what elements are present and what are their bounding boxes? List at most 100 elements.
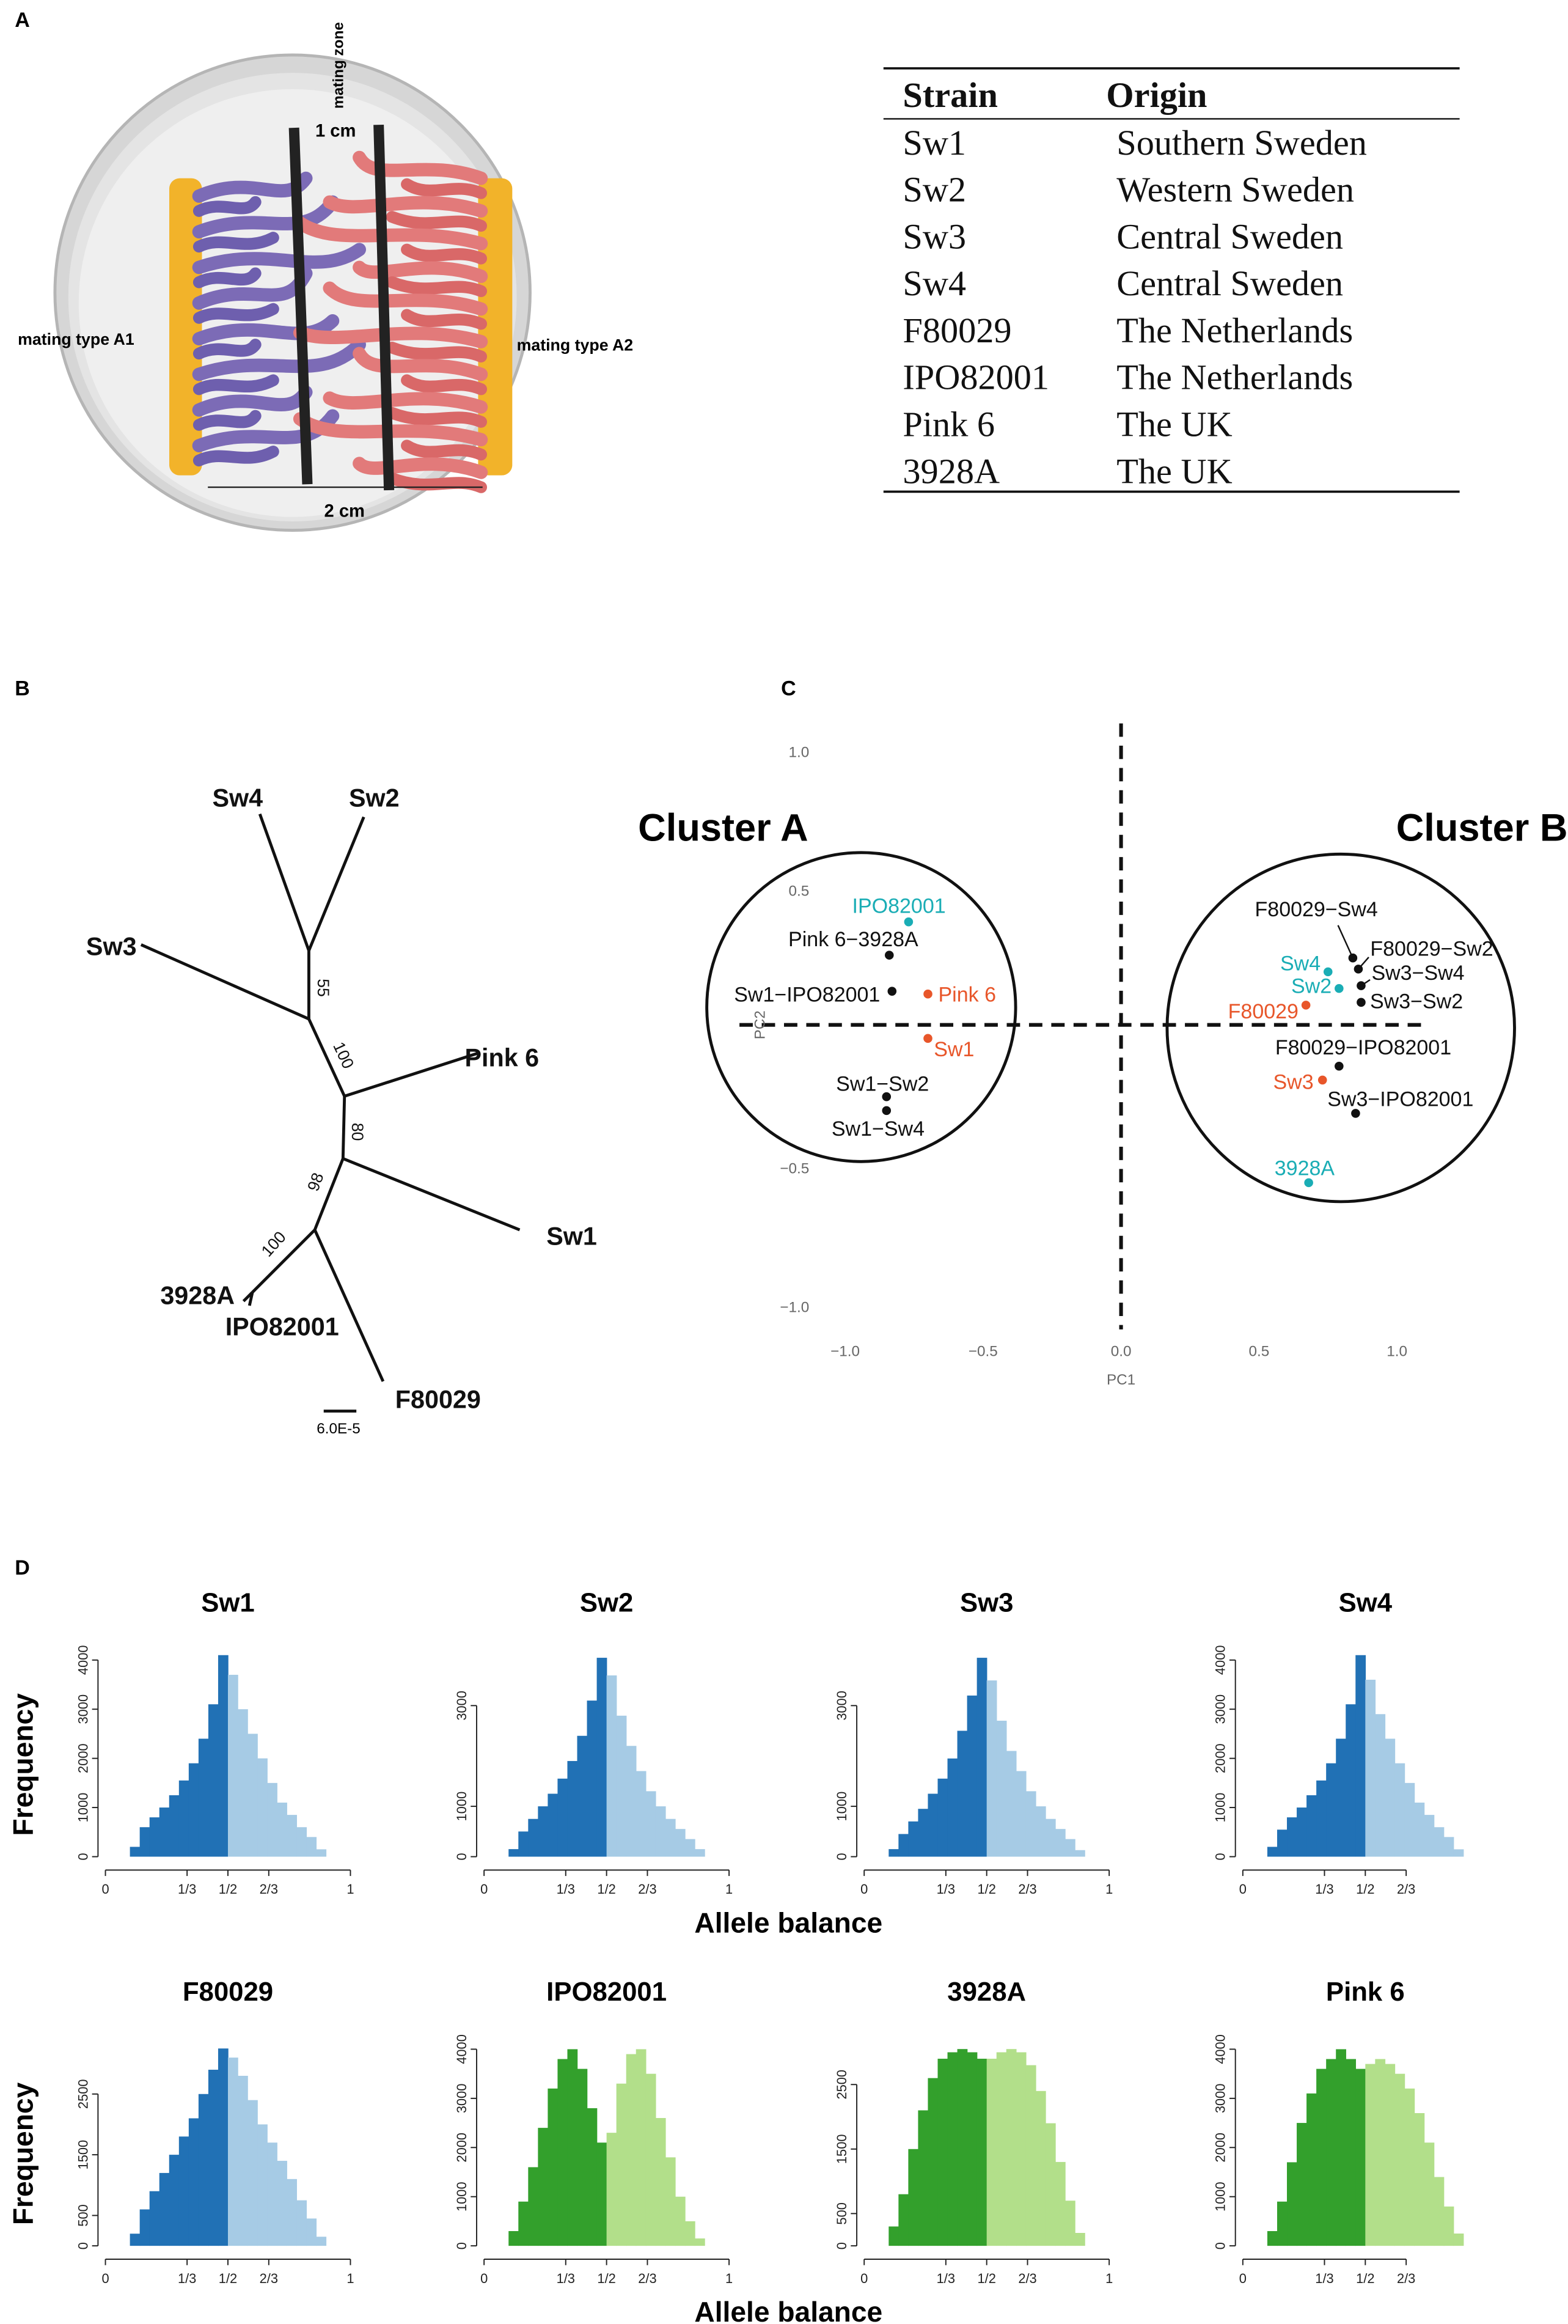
bar bbox=[1306, 1795, 1317, 1857]
x-tick-label: 1/3 bbox=[1315, 1881, 1333, 1897]
hypha bbox=[353, 347, 488, 381]
y-tick-label: 2500 bbox=[834, 2070, 849, 2100]
bar bbox=[296, 2200, 307, 2246]
x-tick-label: 0 bbox=[480, 1881, 488, 1897]
bar bbox=[159, 1807, 170, 1857]
x-tick-label: 2/3 bbox=[638, 2271, 656, 2286]
point-label: Sw3−Sw2 bbox=[1370, 990, 1463, 1013]
zone-width: 1 cm bbox=[315, 122, 356, 141]
tip-label: F80029 bbox=[395, 1386, 481, 1414]
support-value: 100 bbox=[329, 1039, 357, 1072]
bar bbox=[947, 2052, 958, 2246]
x-tick-label: 0 bbox=[860, 2271, 868, 2286]
bar bbox=[306, 2218, 317, 2246]
bar bbox=[577, 1735, 588, 1857]
y-axis-label: PC2 bbox=[752, 1010, 768, 1039]
bar bbox=[159, 2172, 170, 2246]
bar bbox=[518, 1831, 529, 1857]
support-value: 80 bbox=[348, 1123, 367, 1141]
y-tick-label: 1000 bbox=[75, 1793, 90, 1823]
support-value: 100 bbox=[258, 1228, 290, 1260]
bar bbox=[130, 2234, 141, 2246]
point-label: IPO82001 bbox=[852, 895, 946, 918]
y-tick-label: 0.5 bbox=[789, 883, 810, 900]
y-tick-label: 0 bbox=[1213, 1853, 1228, 1860]
bar bbox=[1424, 2142, 1435, 2246]
table-cell: 3928A bbox=[903, 451, 1000, 491]
y-tick-label: 1000 bbox=[1213, 1793, 1228, 1823]
y-tick-label: 0 bbox=[75, 2242, 90, 2249]
mating-type-label: mating type A2 bbox=[517, 336, 634, 355]
hypha bbox=[192, 303, 279, 324]
panel-label: C bbox=[781, 677, 796, 700]
bar bbox=[1414, 1803, 1425, 1857]
hypha bbox=[323, 195, 488, 218]
x-tick-label: 2/3 bbox=[1397, 2271, 1415, 2286]
bar bbox=[1025, 1791, 1036, 1857]
bar bbox=[267, 2142, 277, 2246]
bar bbox=[606, 2133, 617, 2246]
table-header: Strain bbox=[903, 75, 997, 115]
x-tick-label: 2/3 bbox=[1018, 2271, 1036, 2286]
hypha bbox=[192, 410, 262, 431]
branch bbox=[307, 816, 365, 952]
y-tick-label: 0 bbox=[454, 1853, 469, 1860]
bar bbox=[1375, 1714, 1386, 1857]
point-label: Sw1 bbox=[934, 1038, 974, 1061]
y-tick-label: 3000 bbox=[1213, 2084, 1228, 2114]
zone-line bbox=[288, 127, 313, 485]
cluster-label: Cluster B bbox=[1396, 806, 1568, 849]
hypha bbox=[192, 196, 262, 217]
x-tick-label: 0.0 bbox=[1111, 1344, 1132, 1360]
point-label: Sw3 bbox=[1273, 1071, 1314, 1094]
bar bbox=[227, 1674, 238, 1857]
branch bbox=[251, 1229, 316, 1293]
hypha bbox=[192, 314, 340, 346]
hist-title: F80029 bbox=[183, 1977, 273, 2007]
table-cell: Sw4 bbox=[903, 263, 966, 303]
bar bbox=[996, 2052, 1007, 2246]
point bbox=[882, 1092, 892, 1101]
bar bbox=[508, 2230, 519, 2246]
bar bbox=[1316, 1780, 1327, 1857]
bar bbox=[1306, 2093, 1317, 2246]
bar bbox=[306, 1837, 317, 1857]
tip-label: Sw3 bbox=[86, 933, 137, 961]
bar bbox=[247, 1734, 258, 1857]
bar bbox=[198, 1738, 209, 1857]
bar bbox=[1443, 1837, 1454, 1857]
y-tick-label: 2000 bbox=[75, 1743, 90, 1773]
x-tick-label: 0 bbox=[1239, 1881, 1247, 1897]
tip-label: Sw2 bbox=[349, 784, 400, 812]
x-tick-label: 0 bbox=[101, 2271, 109, 2286]
hypha bbox=[192, 195, 340, 239]
point-label: Sw3−Sw4 bbox=[1371, 962, 1464, 985]
bar bbox=[169, 1795, 180, 1857]
bar bbox=[1355, 2068, 1366, 2246]
y-tick-label: 3000 bbox=[1213, 1694, 1228, 1724]
bar bbox=[918, 1809, 929, 1857]
x-tick-label: 2/3 bbox=[1397, 1881, 1415, 1897]
hypha bbox=[192, 267, 262, 289]
table-cell: Western Sweden bbox=[1116, 170, 1354, 210]
bar bbox=[967, 1695, 978, 1857]
hypha bbox=[401, 439, 488, 461]
table-cell: IPO82001 bbox=[903, 358, 1049, 397]
bar bbox=[1277, 2201, 1288, 2246]
point bbox=[1348, 953, 1358, 963]
x-tick-label: 1/3 bbox=[178, 1881, 196, 1897]
y-tick-label: 0 bbox=[834, 2242, 849, 2249]
zone-line bbox=[373, 124, 395, 491]
bar bbox=[918, 2110, 929, 2246]
bar bbox=[908, 1821, 919, 1857]
zone-label: mating zone bbox=[330, 22, 346, 109]
bar bbox=[636, 2049, 647, 2246]
bar bbox=[898, 1834, 909, 1857]
panel-label: D bbox=[15, 1556, 30, 1579]
bar bbox=[508, 1849, 519, 1857]
hypha bbox=[353, 150, 488, 185]
bar bbox=[538, 1806, 549, 1857]
x-tick-label: 2/3 bbox=[260, 2271, 278, 2286]
tree bbox=[140, 813, 521, 1413]
